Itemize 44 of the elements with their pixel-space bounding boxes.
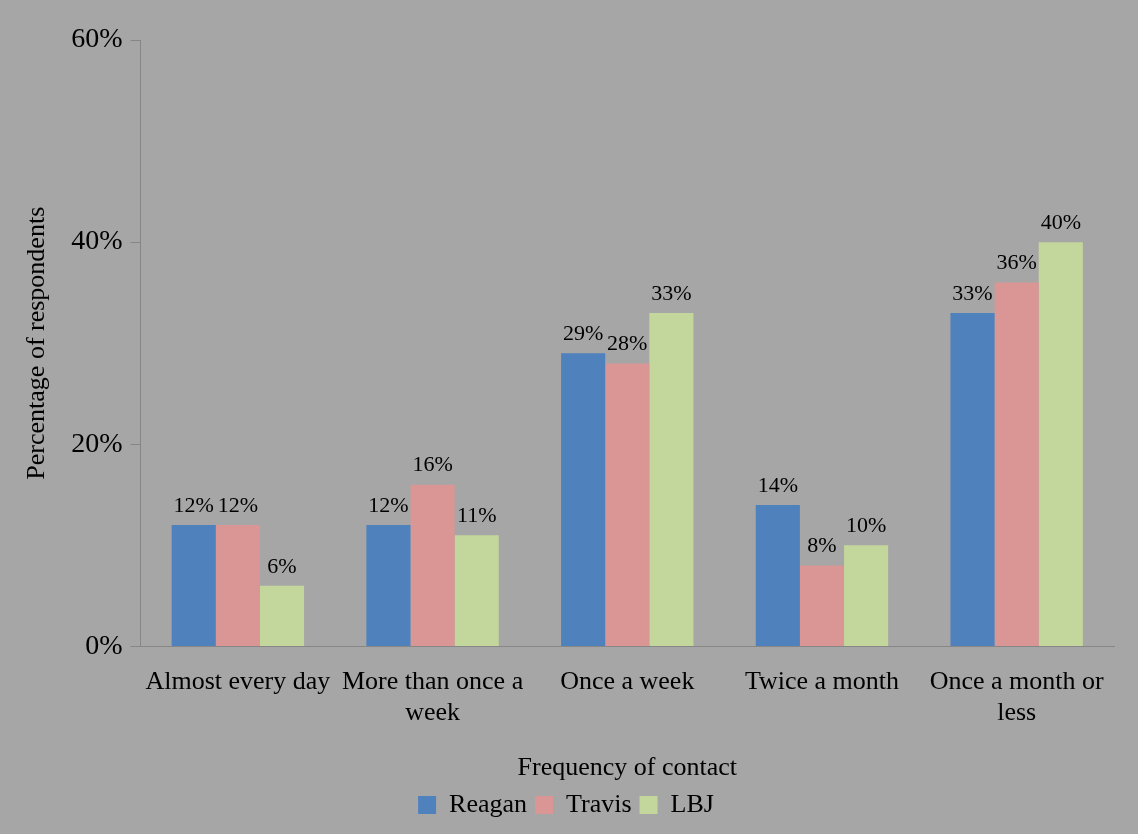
data-label: 12% bbox=[368, 491, 409, 517]
bar bbox=[994, 282, 1039, 646]
data-label: 29% bbox=[562, 320, 604, 346]
y-tick-label: 20% bbox=[71, 426, 123, 458]
x-tick-label: Almost every day bbox=[145, 665, 331, 695]
y-tick-label: 40% bbox=[71, 224, 123, 256]
data-label: 11% bbox=[456, 502, 497, 528]
data-label: 6% bbox=[267, 552, 297, 578]
data-label: 12% bbox=[217, 491, 259, 517]
bar bbox=[454, 535, 499, 646]
data-label: 40% bbox=[1040, 208, 1081, 234]
data-label: 8% bbox=[807, 532, 837, 558]
x-tick-label: More than once a week bbox=[341, 665, 524, 727]
y-tick-label: 60% bbox=[71, 22, 123, 54]
y-tick-label: 0% bbox=[85, 628, 123, 660]
y-axis-title: Percentage of respondents bbox=[21, 206, 51, 480]
data-label: 14% bbox=[757, 471, 798, 497]
bar bbox=[410, 484, 455, 646]
bar bbox=[799, 565, 845, 646]
data-label: 28% bbox=[607, 330, 648, 356]
bar bbox=[1038, 242, 1083, 646]
bar bbox=[755, 504, 800, 646]
x-tick-label: Once a week bbox=[560, 665, 695, 695]
x-tick-label: Once a month or less bbox=[929, 665, 1104, 727]
bar bbox=[844, 545, 889, 646]
legend-label: LBJ bbox=[670, 788, 714, 818]
legend-label: Reagan bbox=[449, 788, 528, 818]
data-label: 10% bbox=[845, 512, 887, 538]
bar bbox=[950, 312, 995, 646]
x-axis-title: Frequency of contact bbox=[517, 752, 738, 782]
bar bbox=[366, 525, 411, 646]
bar bbox=[259, 585, 305, 646]
data-label: 16% bbox=[412, 451, 453, 477]
data-label: 12% bbox=[173, 491, 214, 517]
data-label: 33% bbox=[651, 279, 692, 305]
data-label: 33% bbox=[952, 279, 993, 305]
bar bbox=[605, 363, 650, 646]
bar bbox=[649, 312, 694, 646]
bar bbox=[561, 353, 606, 646]
data-label: 36% bbox=[996, 249, 1037, 275]
bar bbox=[171, 525, 216, 646]
x-tick-label: Twice a month bbox=[744, 665, 900, 695]
legend-label: Travis bbox=[566, 788, 632, 818]
bar bbox=[215, 525, 260, 646]
